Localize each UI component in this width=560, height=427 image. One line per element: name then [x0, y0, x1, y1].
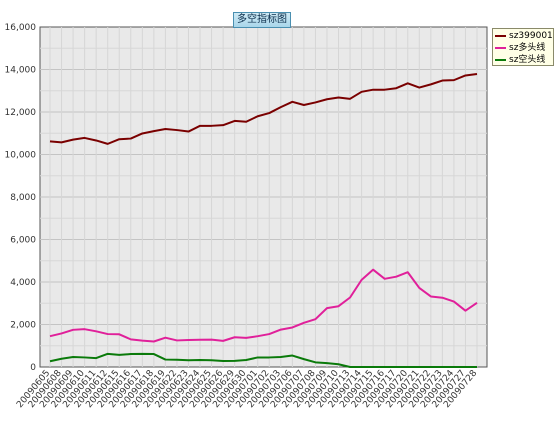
legend-swatch-short-line: [495, 59, 506, 61]
legend: sz399001 sz多头线 sz空头线: [492, 28, 554, 66]
y-tick-label: 16,000: [5, 23, 37, 33]
series-line-1: [49, 268, 478, 343]
y-axis-ticks: 0 2,000 4,000 6,000 8,000 10,000 12,000 14,000 1…: [5, 23, 37, 373]
legend-label-sz399001: sz399001: [509, 31, 553, 41]
y-tick-label: 6,000: [10, 236, 36, 246]
legend-label-short-line: sz空头线: [509, 55, 546, 65]
x-axis-ticks: 2009060520090608200906092009061020090611…: [15, 368, 479, 410]
y-tick-label: 4,000: [10, 278, 36, 288]
y-tick-label: 8,000: [10, 193, 36, 203]
legend-label-long-line: sz多头线: [509, 43, 546, 53]
legend-item-short-line: sz空头线: [495, 54, 551, 66]
y-tick-label: 0: [30, 363, 36, 373]
y-tick-label: 10,000: [5, 151, 37, 161]
series-lines: [49, 72, 478, 368]
legend-swatch-long-line: [495, 47, 506, 49]
legend-item-sz399001: sz399001: [495, 30, 553, 42]
chart-title: 多空指标图: [233, 12, 291, 28]
grid: [40, 27, 487, 367]
legend-item-long-line: sz多头线: [495, 42, 551, 54]
y-tick-label: 2,000: [10, 321, 36, 331]
y-tick-label: 12,000: [5, 108, 37, 118]
series-line-2: [49, 352, 477, 368]
series-line-0: [49, 72, 478, 145]
legend-swatch-sz399001: [495, 35, 506, 37]
y-tick-label: 14,000: [5, 66, 37, 76]
